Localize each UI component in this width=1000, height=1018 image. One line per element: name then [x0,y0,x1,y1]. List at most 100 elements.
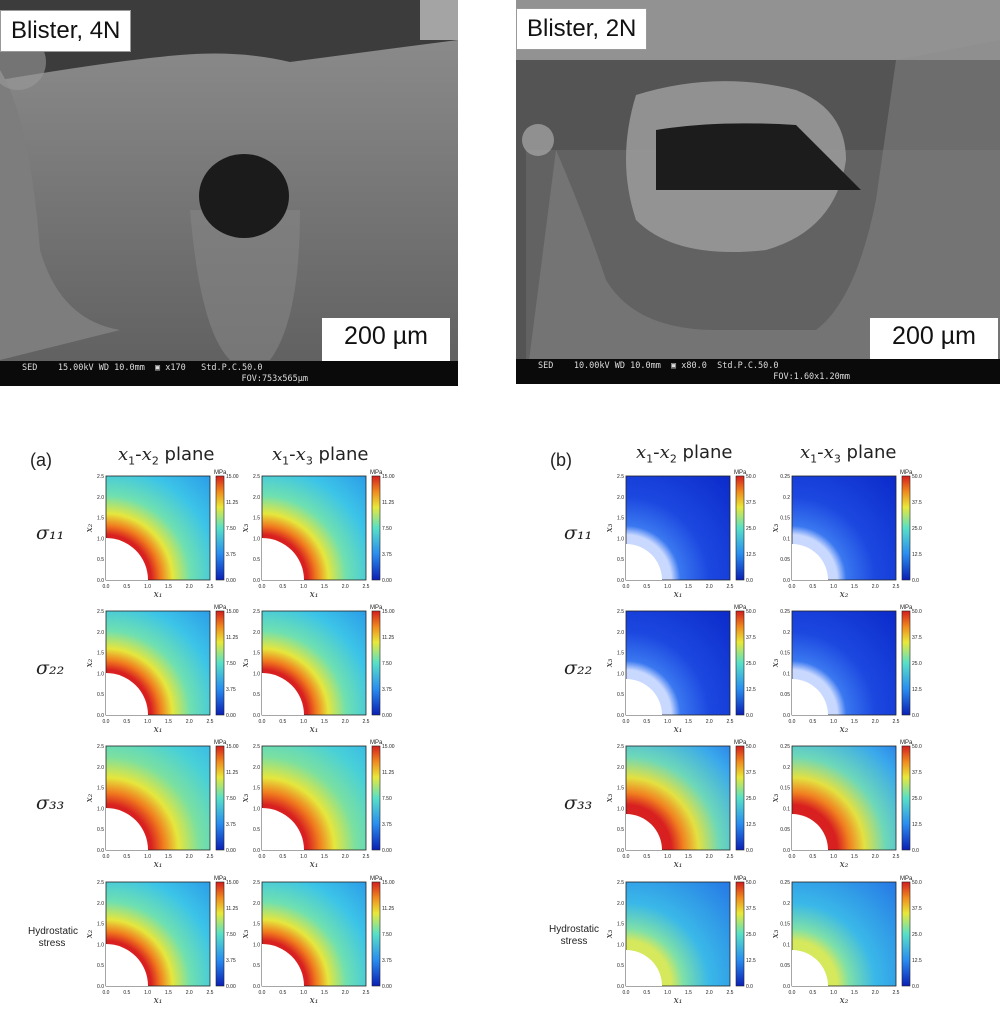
x-tick-label: 0.5 [279,719,286,725]
x-tick-label: 2.5 [363,719,370,725]
y-axis-label: x₂ [85,929,95,938]
colorbar-tick-label: 11.25 [226,500,238,506]
y-tick-label: 1.0 [253,942,260,948]
y-tick-label: 0.0 [783,713,790,719]
x-tick-label: 2.0 [872,990,879,996]
x-tick-label: 2.0 [342,990,349,996]
colorbar-unit: MPa [214,876,227,882]
colorbar-tick-label: 15.00 [382,474,395,480]
y-tick-label: 2.0 [617,495,624,501]
x-tick-label: 2.5 [207,990,214,996]
x-tick-label: 0.0 [623,854,630,860]
column-heading-x1-x3: x1-x3 plane [800,442,897,466]
colorbar [371,745,381,851]
y-tick-label: 2.0 [617,630,624,636]
sem-label: Blister, 4N [0,10,132,52]
y-tick-label: 1.5 [97,516,104,522]
y-tick-label: 0.5 [253,963,260,969]
y-tick-label: 0.0 [97,848,104,854]
x-axis-label: x₁ [310,860,319,870]
colorbar [371,475,381,581]
x-tick-label: 2.0 [706,990,713,996]
x-tick-label: 0.5 [123,990,130,996]
hole-region [626,679,662,715]
x-tick-label: 1.0 [664,854,671,860]
x-tick-label: 1.0 [830,584,837,590]
y-tick-label: 0.25 [780,474,790,480]
y-tick-label: 2.0 [97,630,104,636]
colorbar-tick-label: 0.00 [382,848,392,854]
x-tick-label: 2.5 [207,719,214,725]
hole-region [106,538,148,580]
y-tick-label: 0.0 [783,984,790,990]
y-tick-label: 1.0 [617,806,624,812]
y-tick-label: 1.0 [97,942,104,948]
colorbar-tick-label: 7.50 [382,796,392,802]
y-tick-label: 0.0 [253,713,260,719]
x-tick-label: 1.0 [664,990,671,996]
colorbar-tick-label: 15.00 [226,609,239,615]
colorbar-tick-label: 3.75 [226,552,236,558]
stress-contour-plot: MPa 50.0 37.5 25.0 12.5 0.0 0.0 0.5 1.0 1.5 2.0 2.5… [605,468,776,608]
x-axis-label: x₁ [154,860,163,870]
y-tick-label: 0.0 [617,984,624,990]
y-tick-label: 2.0 [617,901,624,907]
colorbar-tick-label: 0.0 [746,713,753,719]
y-tick-label: 0.5 [97,557,104,563]
y-tick-label: 0.5 [617,963,624,969]
x-tick-label: 1.0 [144,854,151,860]
y-tick-label: 0.0 [97,713,104,719]
colorbar-tick-label: 7.50 [226,661,236,667]
colorbar-tick-label: 50.0 [746,880,756,886]
colorbar [901,475,911,581]
x-tick-label: 0.0 [103,584,110,590]
x-tick-label: 0.0 [623,990,630,996]
colorbar [371,610,381,716]
colorbar-tick-label: 37.5 [912,635,922,641]
x-tick-label: 1.0 [664,584,671,590]
y-tick-label: 2.5 [617,880,624,886]
colorbar-unit: MPa [214,605,227,611]
hole-region [262,538,304,580]
colorbar [215,475,225,581]
sem-footer-params: SED 15.00kV WD 10.0mm ▣ x170 Std.P.C.50.… [22,363,263,373]
x-tick-label: 2.0 [342,584,349,590]
colorbar-tick-label: 0.00 [382,578,392,584]
y-tick-label: 0.5 [97,827,104,833]
x-tick-label: 2.0 [706,854,713,860]
colorbar-tick-label: 0.00 [226,984,236,990]
stress-contour-plot: MPa 15.00 11.25 7.50 3.75 0.00 0.0 0.5 1.0 1.5 2.0… [241,603,412,743]
y-tick-label: 0.25 [780,880,790,886]
y-tick-label: 2.0 [253,765,260,771]
y-tick-label: 0.5 [617,692,624,698]
hole-region [792,544,828,580]
colorbar-tick-label: 25.0 [912,932,922,938]
x-axis-label: x₁ [154,725,163,735]
x-tick-label: 2.5 [893,990,900,996]
y-tick-label: 0.5 [97,963,104,969]
y-tick-label: 0.0 [253,984,260,990]
colorbar [901,610,911,716]
colorbar-unit: MPa [370,470,383,476]
colorbar-unit: MPa [214,740,227,746]
colorbar-tick-label: 0.00 [382,984,392,990]
row-label-sigma22: σ₂₂ [564,657,593,679]
x-tick-label: 2.5 [727,719,734,725]
x-tick-label: 0.5 [123,719,130,725]
colorbar-tick-label: 0.0 [746,578,753,584]
hole-region [262,808,304,850]
y-tick-label: 1.0 [253,536,260,542]
row-label-sigma33: σ₃₃ [564,792,593,814]
y-tick-label: 0.5 [97,692,104,698]
stress-contour-plot: MPa 15.00 11.25 7.50 3.75 0.00 0.0 0.5 1.0 1.5 2.0… [241,738,412,878]
x-tick-label: 2.0 [872,584,879,590]
y-axis-label: x₃ [241,523,251,532]
row-label-sigma22: σ₂₂ [36,657,65,679]
colorbar-tick-label: 11.25 [226,635,238,641]
colorbar-tick-label: 15.00 [226,744,239,750]
colorbar [215,610,225,716]
x-tick-label: 2.0 [872,854,879,860]
x-tick-label: 0.5 [809,719,816,725]
x-tick-label: 2.0 [706,719,713,725]
colorbar-tick-label: 37.5 [912,500,922,506]
